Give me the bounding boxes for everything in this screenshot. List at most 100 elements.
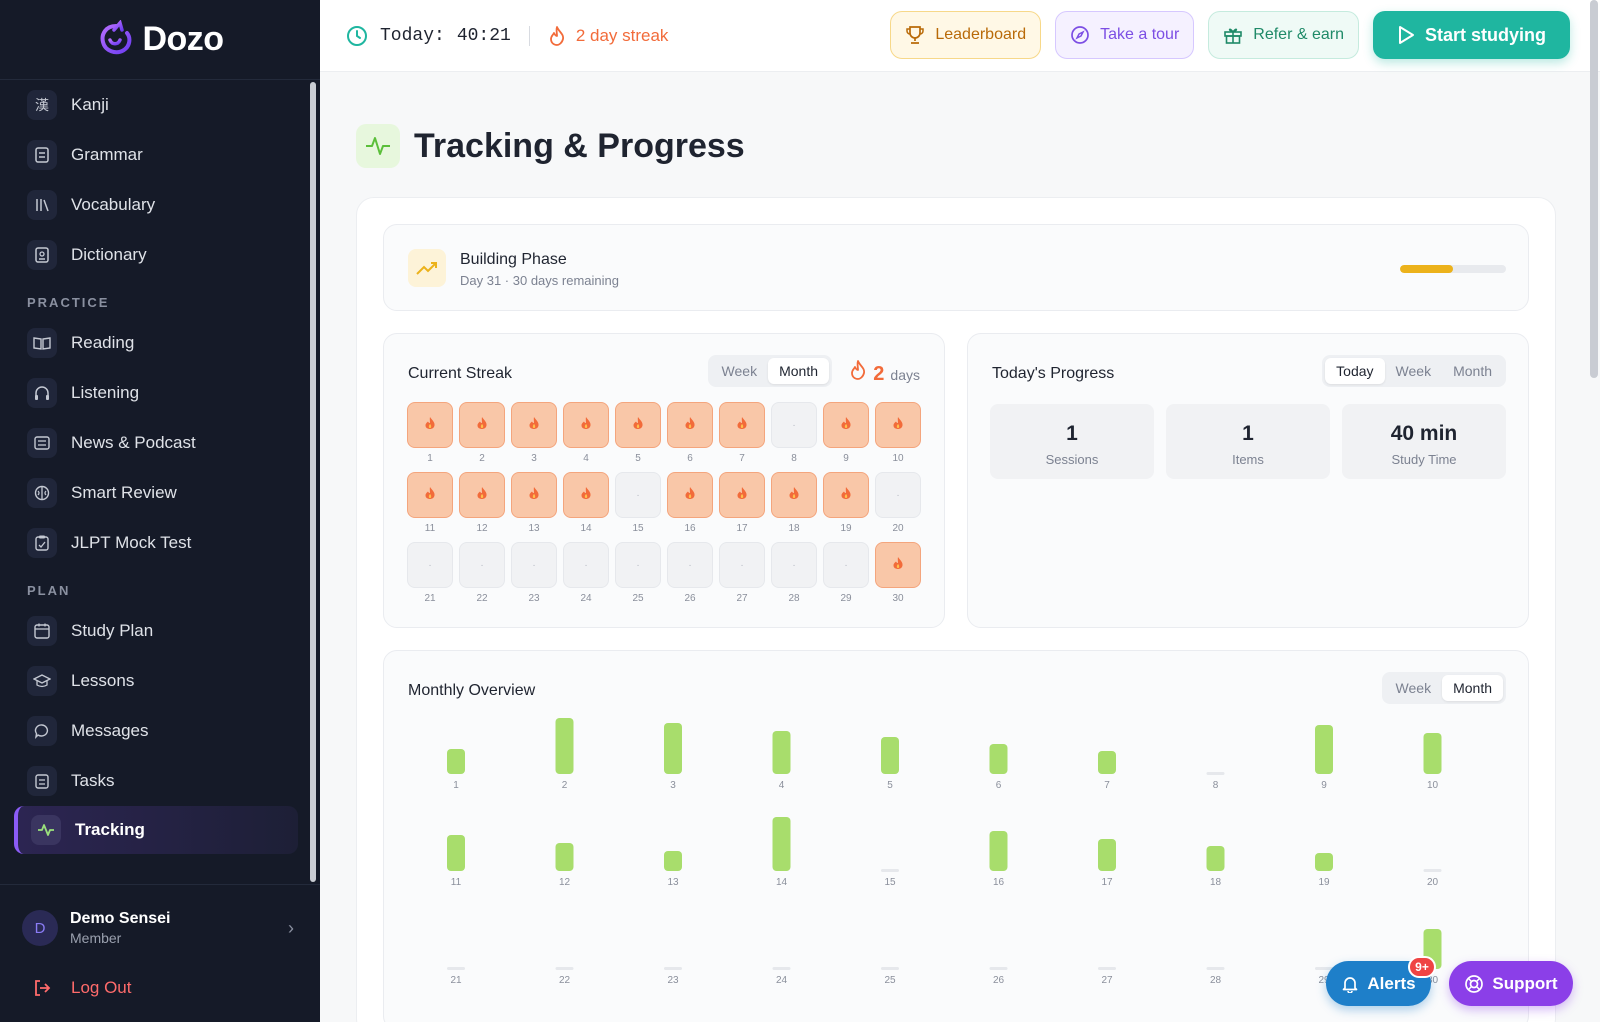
- book-icon: [27, 240, 57, 270]
- streak-day-number: 11: [424, 523, 436, 534]
- tab-today[interactable]: Today: [1325, 358, 1385, 384]
- lifebuoy-icon: [1465, 974, 1484, 993]
- chart-bar[interactable]: [664, 723, 682, 774]
- streak-day-number: 6: [687, 453, 693, 464]
- empty-day-dot: ·: [584, 559, 588, 571]
- logout-label: Log Out: [71, 978, 132, 997]
- stat-items: 1 Items: [1166, 404, 1330, 479]
- sidebar-item-reading[interactable]: Reading: [0, 318, 308, 368]
- streak-day-number: 23: [528, 593, 540, 604]
- sidebar-item-tracking[interactable]: Tracking: [14, 806, 298, 854]
- streak-day: 16: [667, 472, 713, 534]
- streak-day: · 25: [615, 542, 661, 604]
- chart-tick-label: 19: [1318, 877, 1330, 888]
- tab-week[interactable]: Week: [1395, 680, 1432, 696]
- sidebar-item-grammar[interactable]: Grammar: [0, 130, 308, 180]
- flame-icon: [788, 486, 800, 505]
- sidebar-item-jlpt-mock-test[interactable]: JLPT Mock Test: [0, 518, 308, 568]
- streak-day: 13: [511, 472, 557, 534]
- logout-button[interactable]: Log Out: [27, 973, 132, 1003]
- chart-bar[interactable]: [555, 718, 574, 774]
- chart-tick-label: 24: [776, 975, 788, 986]
- sidebar-item-kanji[interactable]: 漢 Kanji: [0, 80, 308, 130]
- sidebar-item-vocabulary[interactable]: Vocabulary: [0, 180, 308, 230]
- chart-bar[interactable]: [989, 831, 1008, 871]
- logo[interactable]: Dozo: [0, 0, 320, 80]
- chart-bar[interactable]: [772, 817, 791, 871]
- chart-bar[interactable]: [989, 744, 1008, 774]
- tab-week[interactable]: Week: [721, 363, 758, 379]
- chart-bar[interactable]: [1423, 733, 1442, 774]
- streak-day-number: 10: [892, 453, 904, 464]
- flame-icon: [580, 416, 592, 435]
- streak-day-number: 22: [476, 593, 488, 604]
- start-studying-button[interactable]: Start studying: [1372, 11, 1570, 59]
- chart-bar[interactable]: [772, 731, 791, 774]
- flame-icon: [840, 416, 852, 435]
- chart-tick-label: 9: [1321, 780, 1327, 791]
- refer-earn-button[interactable]: Refer & earn: [1208, 11, 1359, 59]
- chart-bar[interactable]: [1098, 751, 1116, 774]
- sidebar-item-messages[interactable]: Messages: [0, 706, 308, 756]
- streak-day: 6: [667, 402, 713, 464]
- chart-bar[interactable]: [1098, 839, 1116, 871]
- tab-month[interactable]: Month: [1442, 675, 1503, 701]
- kanji-icon: 漢: [27, 90, 57, 120]
- streak-day-number: 26: [684, 593, 696, 604]
- streak-day: · 23: [511, 542, 557, 604]
- tab-week[interactable]: Week: [1395, 363, 1432, 379]
- streak-day-number: 15: [632, 523, 644, 534]
- empty-day-dot: ·: [792, 419, 796, 431]
- tab-month[interactable]: Month: [1453, 363, 1492, 379]
- chart-bar[interactable]: [881, 737, 899, 774]
- flame-icon: [580, 486, 592, 505]
- headphones-icon: [27, 378, 57, 408]
- chart-tick-label: 4: [779, 780, 785, 791]
- logout-icon: [27, 973, 57, 1003]
- sidebar-item-smart-review[interactable]: Smart Review: [0, 468, 308, 518]
- flame-icon: [528, 416, 540, 435]
- empty-day-dot: ·: [428, 559, 432, 571]
- sidebar-item-study-plan[interactable]: Study Plan: [0, 606, 308, 656]
- sidebar-item-listening[interactable]: Listening: [0, 368, 308, 418]
- chart-bar[interactable]: [555, 843, 574, 871]
- sidebar-item-label: Lessons: [71, 671, 135, 690]
- chart-bar[interactable]: [1315, 725, 1333, 774]
- flame-icon: [892, 556, 904, 575]
- sidebar-scrollbar[interactable]: [310, 82, 316, 882]
- streak-day: · 15: [615, 472, 661, 534]
- sidebar-item-tasks[interactable]: Tasks: [0, 756, 308, 806]
- chart-bar[interactable]: [447, 749, 465, 774]
- chart-tick-label: 12: [559, 877, 571, 888]
- flame-icon: [476, 416, 488, 435]
- page-scrollbar[interactable]: [1590, 0, 1598, 378]
- sidebar-nav: 漢 Kanji Grammar Vocabulary Dictionary PR…: [0, 80, 308, 890]
- streak-day-number: 18: [788, 523, 800, 534]
- chart-bar[interactable]: [447, 835, 465, 871]
- sidebar-item-label: Study Plan: [71, 621, 154, 640]
- chart-bar[interactable]: [1206, 846, 1225, 871]
- take-tour-button[interactable]: Take a tour: [1055, 11, 1195, 59]
- streak-day: · 22: [459, 542, 505, 604]
- bell-icon: [1343, 976, 1358, 993]
- sidebar-item-news-podcast[interactable]: News & Podcast: [0, 418, 308, 468]
- streak-day-number: 12: [476, 523, 488, 534]
- chart-tick-label: 5: [887, 780, 893, 791]
- streak-day-number: 3: [531, 453, 537, 464]
- sidebar-item-dictionary[interactable]: Dictionary: [0, 230, 308, 280]
- chart-bar[interactable]: [664, 851, 682, 871]
- compass-icon: [1071, 26, 1089, 44]
- sidebar-item-lessons[interactable]: Lessons: [0, 656, 308, 706]
- tab-month[interactable]: Month: [768, 358, 829, 384]
- chevron-right-icon: ›: [288, 917, 294, 938]
- user-name: Demo Sensei: [70, 910, 171, 927]
- streak-day-number: 25: [632, 593, 644, 604]
- chart-tick-label: 21: [450, 975, 462, 986]
- chart-bar[interactable]: [1315, 853, 1333, 871]
- streak-day-number: 30: [892, 593, 904, 604]
- chart-tick-label: 7: [1104, 780, 1110, 791]
- streak-day-number: 27: [736, 593, 748, 604]
- leaderboard-button[interactable]: Leaderboard: [890, 11, 1042, 59]
- support-button[interactable]: Support: [1449, 961, 1573, 1006]
- user-profile[interactable]: D Demo Sensei Member ›: [22, 905, 294, 951]
